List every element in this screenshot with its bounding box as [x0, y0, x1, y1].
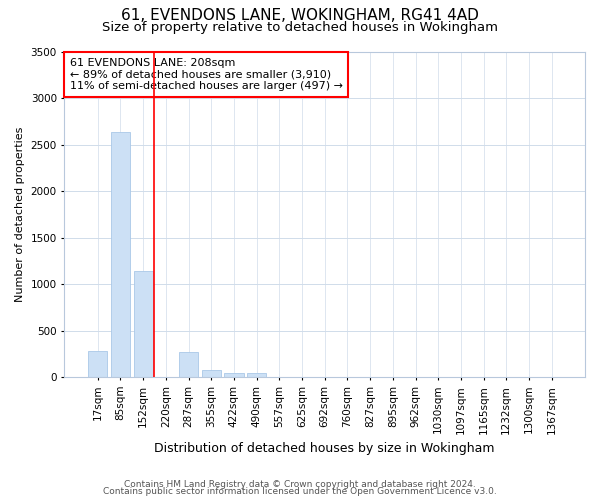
Bar — [111, 132, 130, 378]
Text: Contains public sector information licensed under the Open Government Licence v3: Contains public sector information licen… — [103, 487, 497, 496]
Text: Contains HM Land Registry data © Crown copyright and database right 2024.: Contains HM Land Registry data © Crown c… — [124, 480, 476, 489]
Bar — [179, 352, 198, 378]
Bar — [247, 372, 266, 378]
Bar — [202, 370, 221, 378]
X-axis label: Distribution of detached houses by size in Wokingham: Distribution of detached houses by size … — [154, 442, 495, 455]
Y-axis label: Number of detached properties: Number of detached properties — [15, 126, 25, 302]
Bar — [224, 372, 244, 378]
Text: 61 EVENDONS LANE: 208sqm
← 89% of detached houses are smaller (3,910)
11% of sem: 61 EVENDONS LANE: 208sqm ← 89% of detach… — [70, 58, 343, 91]
Text: Size of property relative to detached houses in Wokingham: Size of property relative to detached ho… — [102, 21, 498, 34]
Bar — [88, 351, 107, 378]
Bar — [134, 271, 153, 378]
Text: 61, EVENDONS LANE, WOKINGHAM, RG41 4AD: 61, EVENDONS LANE, WOKINGHAM, RG41 4AD — [121, 8, 479, 22]
